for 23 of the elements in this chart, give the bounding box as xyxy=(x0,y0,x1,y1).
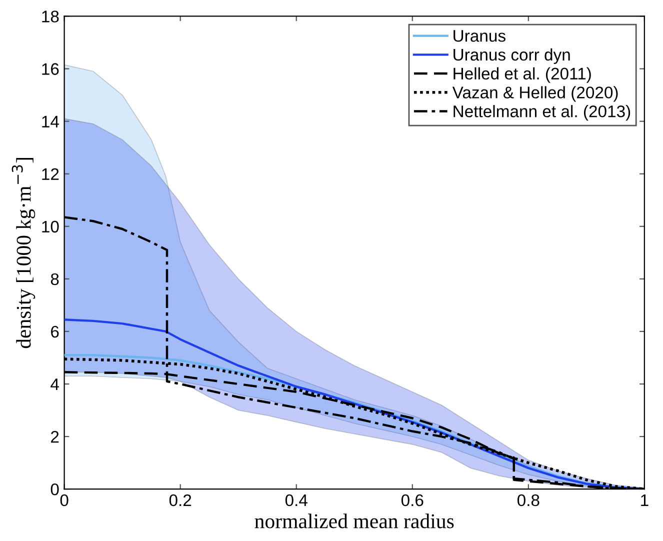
y-tick-label: 10 xyxy=(42,220,59,233)
legend-label: Vazan & Helled (2020) xyxy=(452,86,618,102)
x-axis-title: normalized mean radius xyxy=(254,514,454,528)
y-tick-label: 14 xyxy=(42,116,59,128)
x-tick-label: 0 xyxy=(60,494,68,506)
legend-label: Nettelmann et al. (2013) xyxy=(454,105,630,121)
legend-label: Uranus xyxy=(454,30,506,42)
x-tick-label: 0.6 xyxy=(401,494,424,506)
y-tick-label: 12 xyxy=(42,168,59,180)
y-tick-label: 2 xyxy=(51,430,59,443)
y-tick-label: 4 xyxy=(50,378,59,390)
x-tick-label: 0.4 xyxy=(285,494,308,506)
legend-label: Helled et al. (2011) xyxy=(454,67,591,83)
x-tick-label: 0.2 xyxy=(169,494,192,506)
y-tick-label: 6 xyxy=(51,326,59,338)
y-tick-label: 18 xyxy=(42,10,59,22)
legend-label: Uranus corr dyn xyxy=(454,48,570,64)
x-tick-label: 0.8 xyxy=(517,494,540,506)
y-tick-label: 16 xyxy=(42,63,59,75)
y-tick-label: 8 xyxy=(50,273,59,286)
y-tick-label: 0 xyxy=(50,483,59,496)
y-axis-title: density [1000 kg·m$^{−3}$] xyxy=(12,158,36,348)
x-tick-label: 1 xyxy=(641,494,648,506)
